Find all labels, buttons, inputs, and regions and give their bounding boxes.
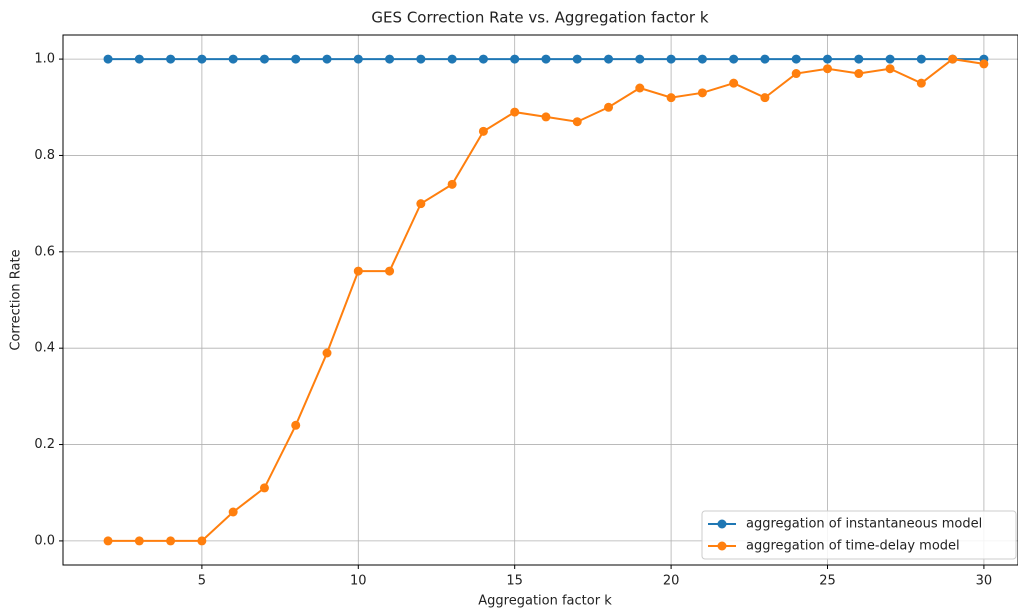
legend-marker [717,519,727,529]
data-point [478,54,488,64]
data-point [697,88,707,98]
plot-frame [62,34,1018,566]
data-point [166,54,176,64]
data-point [510,107,520,117]
data-point [259,54,269,64]
data-point [823,64,833,74]
data-point [134,536,144,546]
x-tick-label: 30 [976,574,993,589]
data-point [510,54,520,64]
data-point [604,54,614,64]
y-axis-label: Correction Rate [9,249,24,350]
data-point [228,507,238,517]
series-line [108,58,985,542]
data-point [916,54,926,64]
data-point [291,54,301,64]
data-point [197,536,207,546]
legend-box [701,510,1017,560]
data-point [103,536,113,546]
data-point [729,78,739,88]
data-point [823,54,833,64]
data-point [604,102,614,112]
data-point [353,266,363,276]
data-point [854,69,864,79]
data-point [166,536,176,546]
data-point [666,54,676,64]
data-point [979,59,989,69]
data-point [103,54,113,64]
data-point [416,54,426,64]
chart-title: GES Correction Rate vs. Aggregation fact… [371,9,708,27]
data-point [478,126,488,136]
x-tick-label: 10 [350,574,367,589]
y-tick-label: 0.0 [34,533,55,548]
y-tick-label: 0.2 [34,437,55,452]
x-tick-label: 25 [819,574,836,589]
data-point [259,483,269,493]
data-point [916,78,926,88]
y-tick-label: 0.4 [34,341,55,356]
data-point [760,93,770,103]
data-point [385,266,395,276]
data-point [197,54,207,64]
data-point [854,54,864,64]
data-point [572,117,582,127]
data-point [134,54,144,64]
legend-label: aggregation of instantaneous model [746,517,982,532]
y-tick-label: 0.6 [34,244,55,259]
data-point [291,420,301,430]
legend-marker [717,541,727,551]
y-tick-label: 1.0 [34,52,55,67]
data-point [760,54,770,64]
data-point [541,54,551,64]
data-point [791,54,801,64]
x-tick-label: 5 [198,574,206,589]
data-point [447,54,457,64]
data-point [353,54,363,64]
data-point [572,54,582,64]
data-point [322,348,332,358]
data-point [541,112,551,122]
data-point [635,54,645,64]
data-point [322,54,332,64]
data-point [791,69,801,79]
data-point [697,54,707,64]
data-point [416,199,426,209]
x-tick-label: 20 [663,574,680,589]
data-point [447,179,457,189]
data-point [228,54,238,64]
data-point [635,83,645,93]
data-point [885,54,895,64]
data-point [948,54,958,64]
x-axis-label: Aggregation factor k [478,594,612,609]
legend-label: aggregation of time-delay model [746,539,960,554]
data-point [729,54,739,64]
data-point [885,64,895,74]
data-point [666,93,676,103]
y-tick-label: 0.8 [34,148,55,163]
x-tick-label: 15 [506,574,523,589]
data-point [385,54,395,64]
